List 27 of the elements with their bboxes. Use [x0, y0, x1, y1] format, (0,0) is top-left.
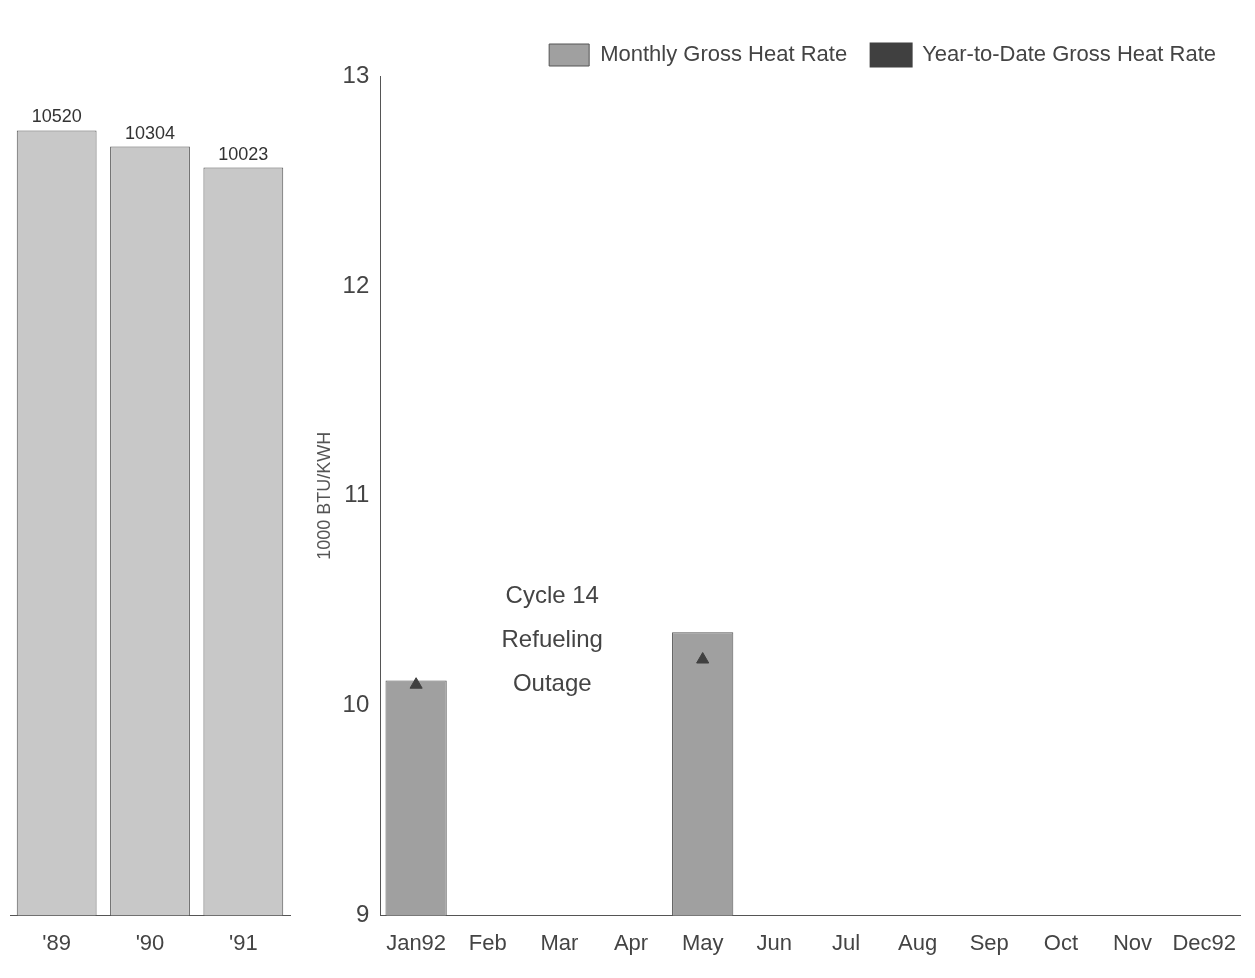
- x-tick-label: Jul: [831, 929, 861, 955]
- x-tick-label: Dec92: [1172, 929, 1236, 955]
- x-tick-label: Aug: [898, 929, 938, 955]
- x-tick-label: '90: [135, 929, 165, 955]
- x-tick-label: Nov: [1112, 929, 1153, 955]
- x-tick-label: Sep: [969, 929, 1009, 955]
- x-tick-label: Mar: [540, 929, 579, 955]
- data-label: 10023: [218, 143, 269, 164]
- x-tick-label: Apr: [613, 929, 649, 955]
- y-tick-label: 9: [355, 900, 370, 928]
- data-label: 10304: [124, 122, 176, 143]
- y-tick-label: 11: [344, 480, 370, 508]
- x-tick-label: Oct: [1043, 929, 1079, 955]
- x-tick-label: May: [681, 929, 724, 955]
- legend-label: Year-to-Date Gross Heat Rate: [922, 41, 1216, 67]
- y-tick-label: 12: [342, 270, 370, 298]
- x-tick-label: '89: [42, 929, 71, 955]
- y-axis-title: 1000 BTU/KWH: [313, 431, 334, 560]
- annotation: Cycle 14 Refueling Outage: [501, 581, 603, 697]
- x-tick-label: Feb: [468, 929, 507, 955]
- legend-label: Monthly Gross Heat Rate: [600, 41, 848, 67]
- y-tick-label: 13: [342, 60, 370, 88]
- x-tick-label: Jan92: [386, 929, 447, 955]
- data-label: 10520: [31, 106, 82, 127]
- x-tick-label: '91: [229, 929, 258, 955]
- y-tick-label: 10: [342, 690, 370, 718]
- x-tick-label: Jun: [756, 929, 793, 955]
